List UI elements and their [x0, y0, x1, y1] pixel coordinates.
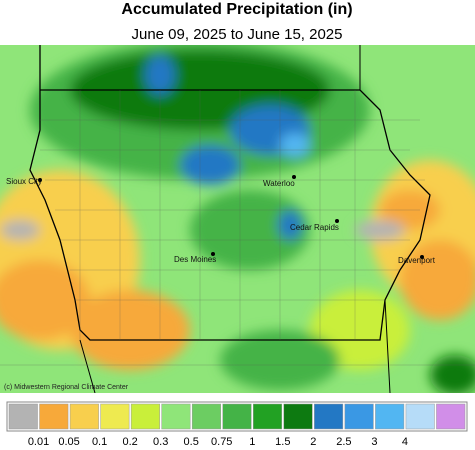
city-label: Sioux City: [6, 177, 42, 186]
legend-label: 0.5: [184, 436, 199, 448]
legend-swatch: [130, 403, 160, 430]
legend-swatch: [8, 403, 38, 430]
legend-label: 1.5: [275, 436, 290, 448]
city-dot: [420, 255, 424, 259]
city-dot: [292, 175, 296, 179]
legend-swatch: [39, 403, 69, 430]
legend-swatch: [69, 403, 99, 430]
title: Accumulated Precipitation (in): [121, 1, 352, 18]
city-label: Cedar Rapids: [290, 223, 339, 232]
credit: (c) Midwestern Regional Climate Center: [4, 384, 129, 391]
legend-label: 0.3: [153, 436, 168, 448]
legend-swatch: [222, 403, 252, 430]
city-dot: [211, 252, 215, 256]
city-dot: [38, 178, 42, 182]
city-label: Waterloo: [263, 179, 295, 188]
city-label: Davenport: [398, 256, 436, 265]
legend-label: 0.01: [28, 436, 49, 448]
legend-swatch: [375, 403, 405, 430]
legend-label: 4: [402, 436, 408, 448]
legend-label: 0.1: [92, 436, 107, 448]
legend-swatch: [436, 403, 466, 430]
legend-swatch: [405, 403, 435, 430]
legend-label: 1: [249, 436, 255, 448]
legend-swatch: [100, 403, 130, 430]
legend-label: 3: [371, 436, 377, 448]
legend-label: 2: [310, 436, 316, 448]
city-dot: [335, 219, 339, 223]
legend: 0.01 0.05 0.1 0.2 0.3 0.5 0.75 1 1.5 2 2.5 3 4: [6, 401, 468, 448]
legend-label: 0.05: [58, 436, 79, 448]
legend-label: 2.5: [336, 436, 351, 448]
legend-swatch: [253, 403, 283, 430]
legend-swatch: [314, 403, 344, 430]
legend-label: 0.2: [122, 436, 137, 448]
legend-swatch: [161, 403, 191, 430]
cities: Sioux City Waterloo Cedar Rapids Des Moi…: [6, 175, 436, 265]
legend-swatch: [191, 403, 221, 430]
legend-swatch: [344, 403, 374, 430]
precip-field: [0, 45, 475, 393]
city-label: Des Moines: [174, 255, 216, 264]
subtitle: June 09, 2025 to June 15, 2025: [131, 26, 342, 43]
legend-swatch: [283, 403, 313, 430]
legend-label: 0.75: [211, 436, 232, 448]
